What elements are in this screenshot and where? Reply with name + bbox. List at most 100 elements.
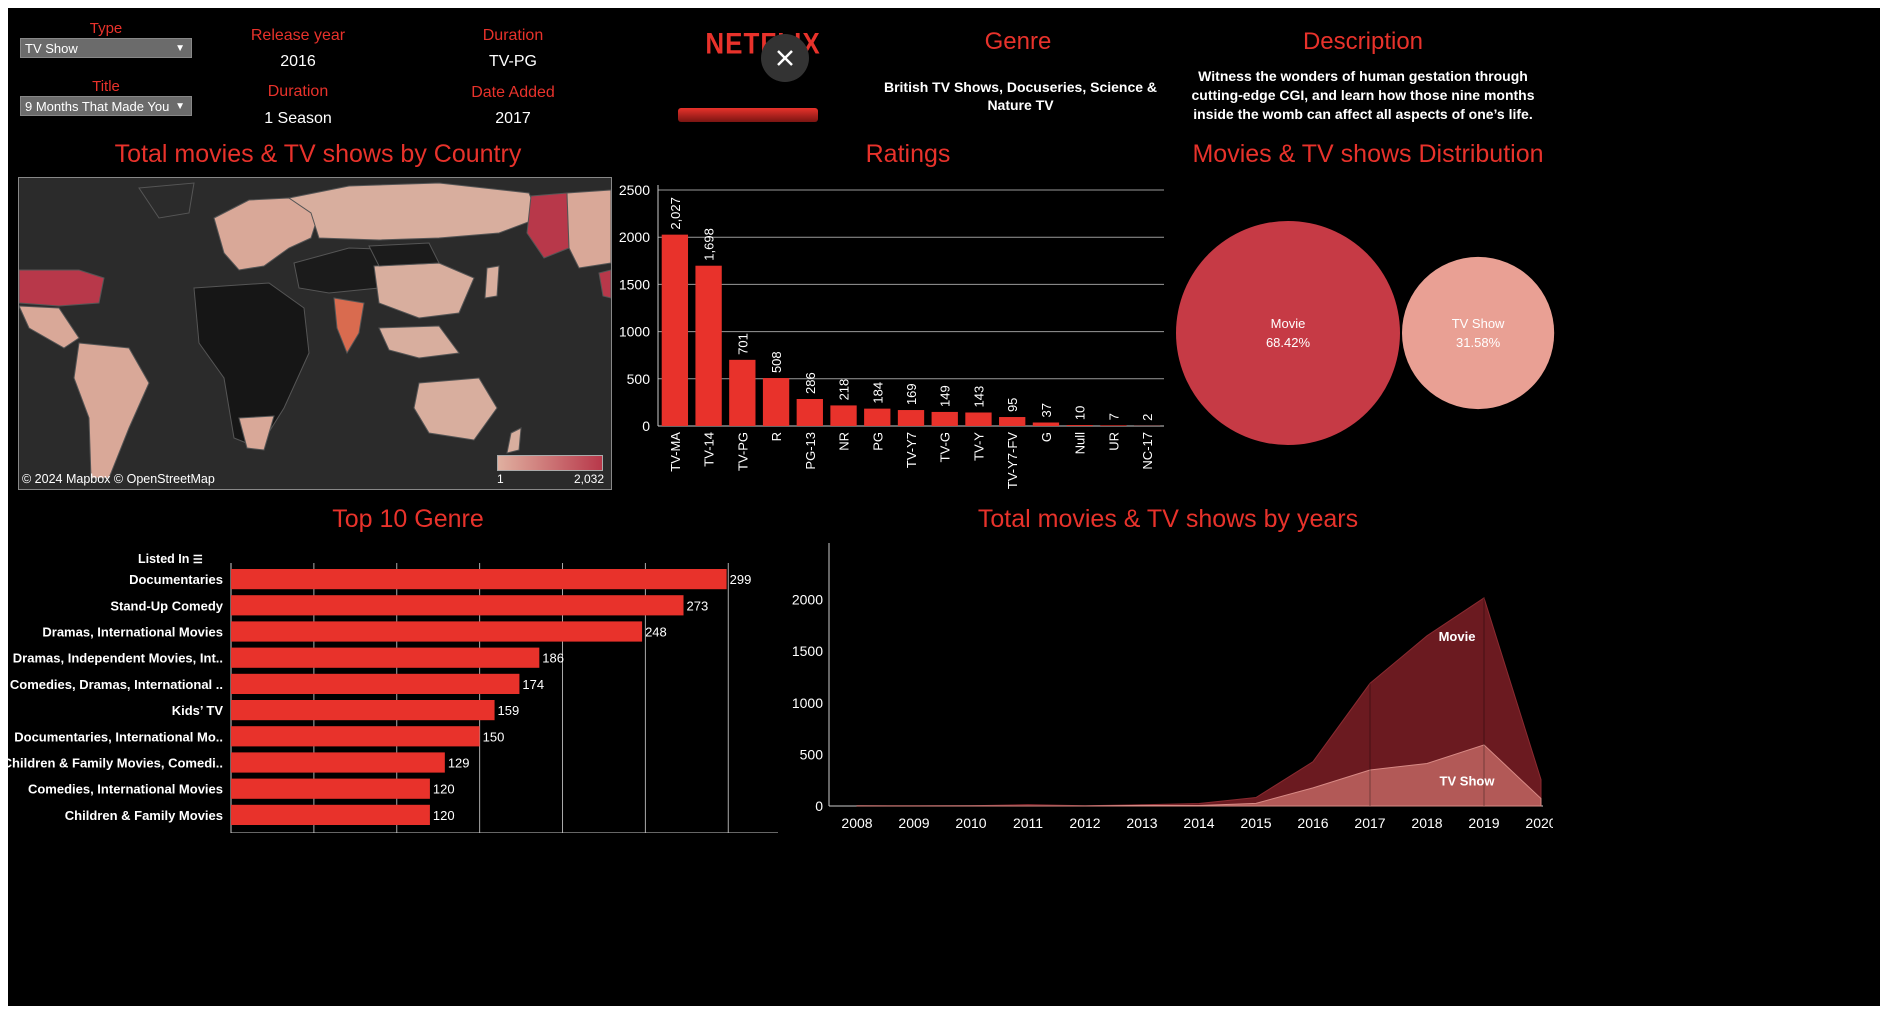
ratings-data-label: 286 [803,372,818,394]
ratings-category-label: TV-Y7 [904,432,919,468]
ratings-bar [762,378,790,426]
map-region-southeast-asia [378,325,460,359]
map-region-india [333,297,365,355]
genre-value-label: 120 [433,808,455,823]
ratings-bar [729,359,756,426]
genre-label: Genre [984,28,1052,55]
ratings-data-label: 1,698 [702,228,717,261]
years-xtick-label: 2015 [1240,815,1271,831]
ratings-bar [864,408,891,426]
map-region-usa-east [598,269,611,299]
duration-value: 1 Season [264,110,332,127]
distribution-bubble-label: TV Show [1452,316,1505,331]
years-xtick-label: 2014 [1183,815,1214,831]
date-added-label: Date Added [471,84,555,101]
ratings-data-label: 10 [1073,406,1088,420]
years-xtick-label: 2019 [1468,815,1499,831]
years-chart[interactable]: 0 500 1000 1500 2000 2008 2009 2010 2011 2012 2013… [783,538,1553,833]
genre-category-label: Documentaries [129,572,223,587]
ratings-data-label: 2 [1140,414,1155,421]
logo-banner [678,108,818,122]
ratings-bar [830,405,857,426]
ratings-bar [695,265,722,426]
ratings-bar [661,234,689,426]
genre-category-label: Documentaries, International Mo.. [14,729,223,744]
ratings-data-label: 149 [938,385,953,407]
ratings-category-label: TV-14 [702,432,717,467]
ratings-ytick-label: 1500 [619,276,650,292]
genre-bar [231,804,430,825]
map-region-mexico [19,305,80,349]
genre-chart[interactable]: Documentaries 299 Stand-Up Comedy 273 Dramas… [8,563,798,833]
map-region-australia [413,377,498,441]
dashboard: Type TV Show ▼ Title 9 Months That Made … [8,8,1880,1006]
ratings-ytick-label: 2000 [619,229,650,245]
ratings-category-label: TV-Y [971,432,986,461]
ratings-category-label: UR [1106,432,1121,451]
ratings-bar [897,410,925,426]
ratings-data-label: 184 [870,382,885,404]
years-series-label-movie: Movie [1439,629,1476,644]
genre-bar [231,647,540,668]
ratings-title: Ratings [865,140,951,168]
world-map[interactable]: © 2024 Mapbox © OpenStreetMap 1 2,032 [18,177,612,490]
years-ytick-label: 0 [815,798,823,814]
genre-value-label: 159 [498,703,520,718]
ratings-category-label: TV-MA [668,432,683,472]
ratings-category-label: PG [870,432,885,451]
genre-category-label: Children & Family Movies [65,808,223,823]
genre-chart-title: Top 10 Genre [332,505,484,533]
ratings-category-label: NR [837,432,852,451]
map-legend-min: 1 [497,472,504,486]
ratings-data-label: 169 [904,383,919,405]
close-icon [777,50,793,66]
map-region-greenland [138,182,195,219]
distribution-title: Movies & TV shows Distribution [1192,140,1544,168]
map-region-alaska [526,192,570,259]
genre-bar [231,700,495,721]
genre-axis-header[interactable]: Listed In ☰ [138,552,203,566]
ratings-bar [1032,422,1060,426]
title-dropdown[interactable]: 9 Months That Made You ▼ [20,96,192,116]
close-button[interactable] [761,34,809,82]
map-region-south-america [73,342,150,479]
years-xtick-label: 2017 [1354,815,1385,831]
years-xtick-label: 2020 [1525,815,1553,831]
genre-bar [231,673,520,694]
genre-value-label: 120 [433,782,455,797]
ratings-bar [1100,425,1127,426]
title-filter-label: Title [92,78,120,95]
distribution-chart[interactable]: Movie 68.42% TV Show 31.58% [1168,208,1568,458]
years-xtick-label: 2009 [898,815,929,831]
genre-bar [231,778,430,799]
type-dropdown[interactable]: TV Show ▼ [20,38,192,58]
genre-bar [231,621,643,642]
map-canvas [19,182,611,479]
genre-value-label: 129 [448,756,470,771]
duration-label: Duration [267,83,329,100]
ratings-category-label: TV-PG [735,432,750,471]
years-xtick-label: 2018 [1411,815,1442,831]
ratings-category-label: G [1039,432,1054,442]
years-xtick-label: 2016 [1297,815,1328,831]
ratings-category-label: Null [1073,432,1088,455]
release-year-label: Release year [250,27,346,44]
ratings-category-label: PG-13 [803,432,818,470]
map-region-japan [484,265,500,299]
ratings-bar [999,417,1026,426]
ratings-chart[interactable]: 0 500 1000 1500 2000 2500 2,027 TV-MA 1,698 TV-14… [608,168,1173,508]
chevron-down-icon: ▼ [175,43,185,54]
years-xtick-label: 2008 [841,815,872,831]
ratings-data-label: 37 [1039,403,1054,417]
genre-category-label: Dramas, International Movies [42,625,223,640]
years-ytick-label: 1500 [792,643,823,659]
ratings-bar [931,411,958,426]
years-series-label-tvshow: TV Show [1440,774,1496,789]
genre-value-label: 273 [687,598,709,613]
ratings-category-label: TV-G [938,432,953,462]
sort-icon: ☰ [192,554,203,566]
genre-category-label: Comedies, Dramas, International .. [10,677,223,692]
genre-value-label: 174 [522,677,544,692]
type-filter-label: Type [89,20,123,37]
duration-rating-label: Duration [482,27,544,44]
